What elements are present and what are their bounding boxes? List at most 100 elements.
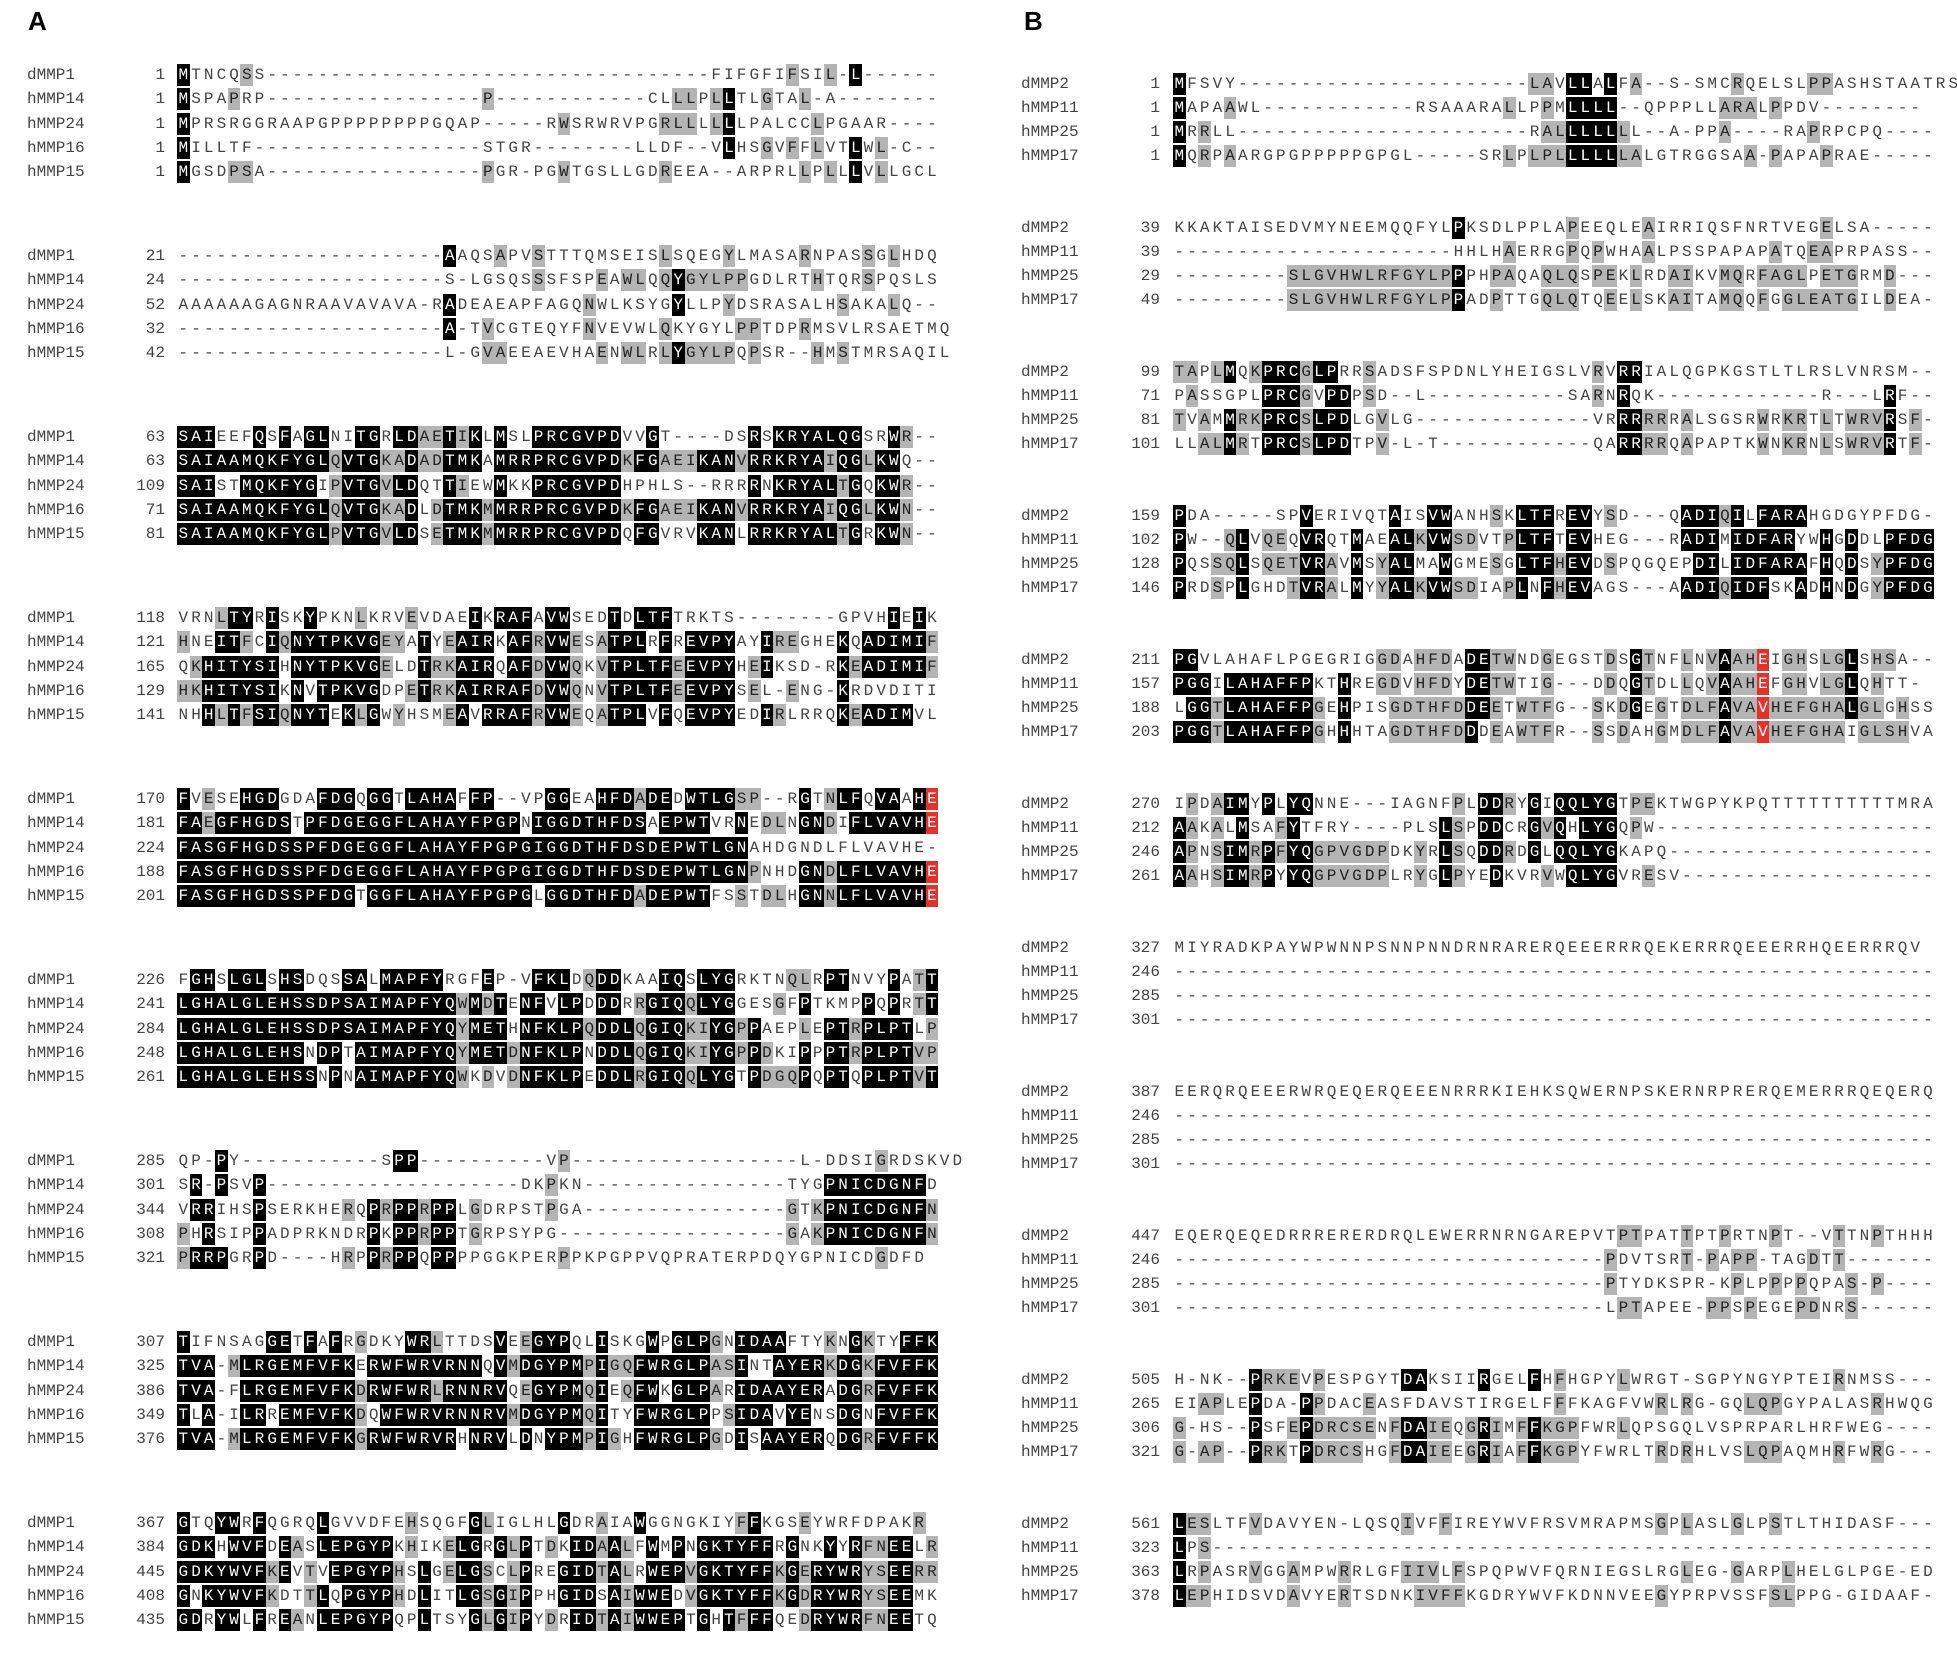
residue: S bbox=[267, 428, 277, 446]
residue: P bbox=[570, 993, 583, 1016]
sequence-name: dMMP2 bbox=[1021, 939, 1070, 957]
residue: - bbox=[559, 90, 569, 109]
residue: - bbox=[927, 525, 937, 544]
residue: Y bbox=[1491, 363, 1502, 381]
residue: - bbox=[901, 90, 912, 109]
residue: K bbox=[305, 1200, 316, 1219]
residue: G bbox=[570, 426, 583, 448]
residue: F bbox=[278, 498, 292, 521]
residue: L bbox=[1820, 409, 1833, 431]
residue: L bbox=[621, 1536, 634, 1559]
residue: - bbox=[356, 90, 366, 109]
residue: K bbox=[368, 609, 379, 627]
residue: K bbox=[925, 1379, 939, 1402]
residue: P bbox=[519, 1609, 533, 1632]
residue: S bbox=[774, 247, 785, 265]
residue: - bbox=[1453, 387, 1464, 405]
residue: D bbox=[1453, 363, 1464, 381]
residue: L bbox=[621, 1041, 634, 1064]
sequence-name: hMMP11 bbox=[1021, 99, 1079, 117]
residue: V bbox=[380, 474, 393, 497]
residue: Y bbox=[1287, 841, 1300, 863]
residue: G bbox=[800, 1249, 810, 1268]
position-number: 1 bbox=[155, 163, 165, 182]
residue: S bbox=[280, 609, 290, 627]
residue: N bbox=[800, 838, 810, 857]
residue: - bbox=[1466, 963, 1476, 981]
residue: Q bbox=[203, 1514, 214, 1532]
residue: F bbox=[659, 631, 672, 654]
residue: P bbox=[1529, 219, 1540, 237]
residue: E bbox=[570, 631, 583, 654]
residue: H bbox=[318, 1200, 328, 1219]
residue: - bbox=[1440, 1011, 1451, 1029]
residue: Q bbox=[356, 1200, 366, 1219]
residue: - bbox=[1364, 1275, 1375, 1293]
residue: - bbox=[1923, 867, 1933, 885]
residue: - bbox=[1885, 147, 1895, 165]
position-number: 211 bbox=[1131, 651, 1160, 669]
residue: N bbox=[468, 1428, 482, 1451]
residue: S bbox=[1694, 243, 1705, 261]
residue: - bbox=[1276, 1251, 1286, 1269]
residue: P bbox=[1352, 147, 1362, 165]
residue: R bbox=[1682, 219, 1692, 237]
residue: L bbox=[709, 112, 723, 135]
residue: - bbox=[1326, 99, 1337, 117]
residue: P bbox=[1566, 217, 1579, 239]
residue: K bbox=[925, 1355, 939, 1378]
residue: - bbox=[724, 1224, 734, 1243]
residue: Y bbox=[786, 1403, 799, 1426]
residue: F bbox=[1756, 289, 1770, 311]
residue: A bbox=[887, 860, 901, 883]
residue: V bbox=[825, 138, 836, 157]
residue: P bbox=[557, 1150, 571, 1172]
residue: P bbox=[521, 295, 531, 314]
residue: S bbox=[1720, 219, 1730, 237]
residue: R bbox=[544, 523, 558, 546]
residue: T bbox=[749, 887, 760, 906]
residue: F bbox=[227, 836, 241, 859]
residue: V bbox=[240, 1536, 254, 1559]
residue: - bbox=[749, 1224, 760, 1243]
residue: A bbox=[1707, 291, 1718, 309]
residue: F bbox=[519, 655, 533, 678]
residue: G bbox=[1782, 289, 1795, 311]
residue: K bbox=[836, 704, 850, 727]
residue: F bbox=[900, 1355, 913, 1378]
residue: A bbox=[1605, 435, 1616, 453]
residue: T bbox=[836, 1066, 850, 1089]
residue: S bbox=[1846, 219, 1857, 237]
sequence-name: hMMP11 bbox=[1021, 819, 1079, 837]
residue: N bbox=[836, 1198, 850, 1221]
residue: - bbox=[1618, 1155, 1629, 1173]
residue: P bbox=[671, 1560, 685, 1583]
residue: - bbox=[1288, 1275, 1299, 1293]
residue: G bbox=[1185, 673, 1199, 695]
residue: W bbox=[646, 1331, 660, 1353]
residue: F bbox=[329, 1403, 342, 1426]
residue: H bbox=[202, 679, 216, 702]
residue: P bbox=[419, 114, 430, 133]
residue: N bbox=[456, 1403, 469, 1426]
position-number: 1 bbox=[1150, 147, 1160, 165]
residue: - bbox=[812, 657, 823, 676]
residue: - bbox=[1707, 387, 1718, 405]
residue: T bbox=[316, 679, 330, 702]
residue: P bbox=[329, 679, 342, 702]
residue: P bbox=[671, 885, 685, 908]
residue: E bbox=[887, 1609, 901, 1632]
residue: T bbox=[595, 1560, 609, 1583]
position-number: 141 bbox=[136, 706, 165, 725]
residue: P bbox=[1364, 435, 1375, 453]
residue: L bbox=[709, 836, 723, 859]
position-number: 408 bbox=[136, 1586, 165, 1605]
residue: E bbox=[749, 814, 760, 833]
residue: N bbox=[1834, 579, 1844, 597]
residue: - bbox=[381, 344, 392, 363]
residue: L bbox=[1211, 361, 1224, 383]
residue: - bbox=[1491, 963, 1502, 981]
residue: P bbox=[253, 1198, 266, 1221]
position-number: 270 bbox=[1131, 795, 1160, 813]
